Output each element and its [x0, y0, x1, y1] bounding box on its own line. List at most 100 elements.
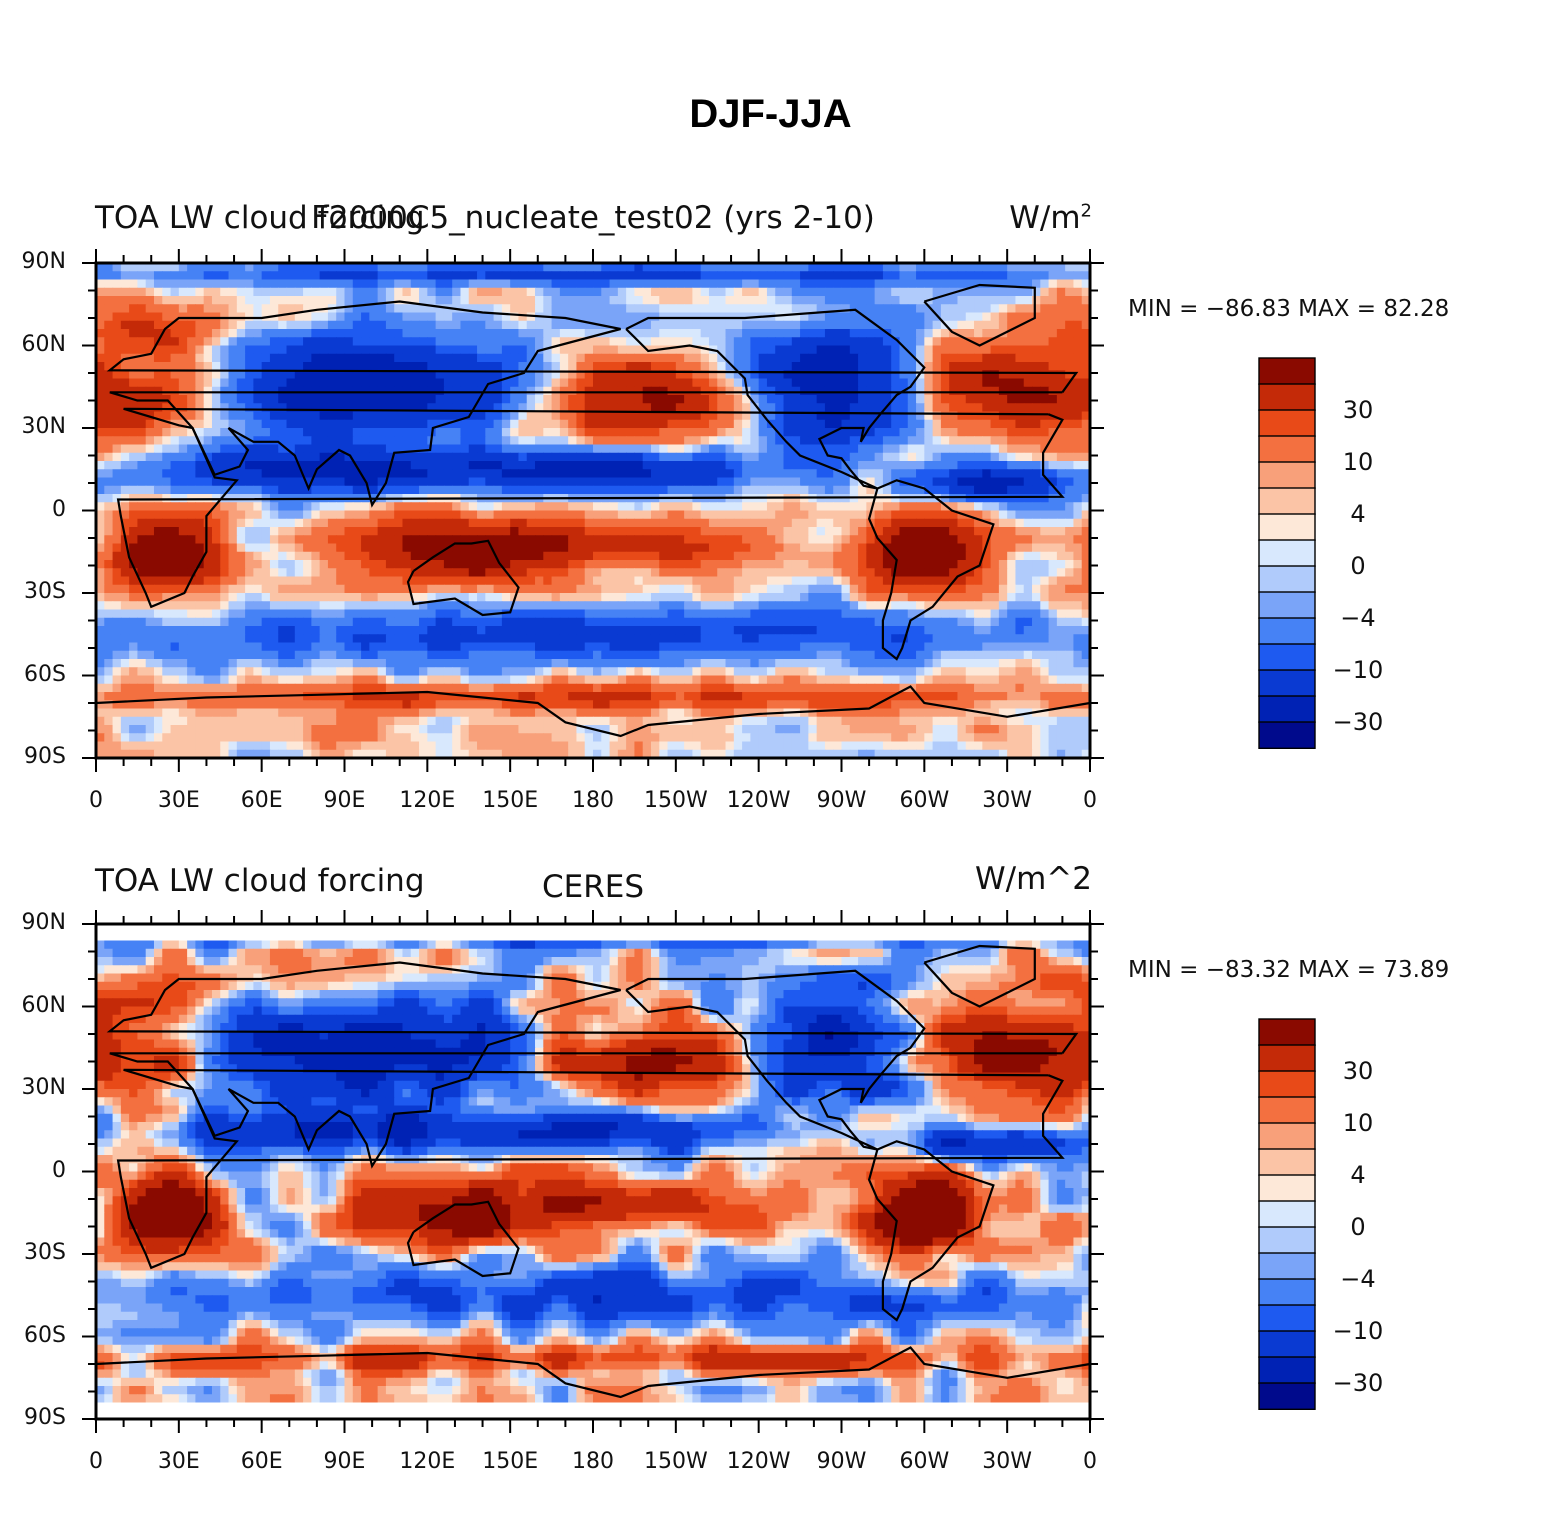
colorbar [1258, 357, 1316, 749]
x-tick-label: 30E [157, 788, 200, 813]
y-tick-label: 30N [21, 414, 66, 439]
min-max-stats: MIN = −83.32 MAX = 73.89 [1128, 957, 1450, 983]
coastline [625, 969, 926, 1151]
x-tick-label: 0 [89, 788, 103, 813]
map-field [96, 924, 1091, 1420]
y-tick-label: 60S [24, 1322, 66, 1348]
colorbar-label: 0 [1350, 552, 1366, 580]
map-field [96, 263, 1091, 759]
y-tick-label: 60N [21, 992, 66, 1018]
x-tick-label: 150E [482, 1449, 539, 1474]
x-tick-label: 90W [816, 788, 867, 813]
x-tick-label: 150W [643, 1449, 708, 1474]
colorbar-swatch [1258, 409, 1316, 437]
colorbar-swatch [1258, 1304, 1316, 1332]
panel-units: W/m2 [1009, 200, 1092, 236]
colorbar-label: −4 [1340, 604, 1376, 632]
colorbar-label: −10 [1332, 1317, 1384, 1345]
colorbar-swatch [1258, 539, 1316, 567]
coastline [625, 308, 926, 490]
x-tick-label: 30W [982, 1449, 1033, 1474]
colorbar-label: 0 [1350, 1213, 1366, 1241]
colorbar-swatch [1258, 1382, 1316, 1410]
colorbar-label: 4 [1350, 500, 1366, 528]
y-tick-label: 90N [21, 249, 66, 274]
x-tick-label: 120W [726, 788, 791, 813]
x-tick-label: 150E [482, 788, 539, 813]
y-tick-label: 60S [24, 661, 66, 687]
map-plot [82, 249, 1316, 772]
coastline [867, 479, 995, 661]
y-tick-label: 0 [52, 1157, 66, 1183]
colorbar-swatch [1258, 487, 1316, 515]
panel-center-title: CERES [541, 869, 645, 905]
x-tick-label: 60W [899, 788, 950, 813]
x-tick-label: 0 [89, 1449, 103, 1474]
colorbar-swatch [1258, 695, 1316, 723]
colorbar-swatch [1258, 669, 1316, 697]
coastline [95, 1346, 1091, 1399]
x-tick-label: 0 [1083, 1449, 1097, 1474]
coastline [923, 283, 1036, 347]
y-tick-label: 90S [24, 744, 66, 769]
colorbar-label: −30 [1332, 1369, 1384, 1397]
min-max-stats: MIN = −86.83 MAX = 82.28 [1128, 296, 1450, 322]
axis-ticks [82, 910, 1104, 1433]
colorbar-swatch [1258, 1148, 1316, 1176]
axis-ticks [82, 249, 1104, 772]
x-tick-label: 60E [240, 788, 283, 813]
panel-units: W/m^2 [975, 861, 1092, 897]
coastline [867, 1140, 995, 1322]
x-tick-label: 120W [726, 1449, 791, 1474]
colorbar-swatch [1258, 1122, 1316, 1150]
colorbar-label: 4 [1350, 1161, 1366, 1189]
colorbar-label: −4 [1340, 1265, 1376, 1293]
colorbar [1258, 1018, 1316, 1410]
y-tick-label: 60N [21, 331, 66, 357]
colorbar-swatch [1258, 1018, 1316, 1046]
colorbar-swatch [1258, 357, 1316, 385]
panel-center-title: F2000C5_nucleate_test02 (yrs 2-10) [311, 200, 875, 236]
coastline [923, 944, 1036, 1008]
colorbar-label: 10 [1342, 1109, 1374, 1137]
panel-left-title: TOA LW cloud forcing [95, 200, 425, 236]
colorbar-swatch [1258, 721, 1316, 749]
colorbar-swatch [1258, 435, 1316, 463]
coastline [406, 1200, 520, 1278]
coastlines [95, 283, 1091, 738]
y-tick-label: 90S [24, 1405, 66, 1430]
colorbar-swatch [1258, 1200, 1316, 1228]
colorbar-swatch [1258, 1356, 1316, 1384]
colorbar-swatch [1258, 1252, 1316, 1280]
x-tick-label: 150W [643, 788, 708, 813]
coastline [95, 685, 1091, 738]
colorbar-swatch [1258, 1070, 1316, 1098]
x-tick-label: 30E [157, 1449, 200, 1474]
x-tick-label: 120E [399, 1449, 456, 1474]
coastlines [95, 944, 1091, 1399]
colorbar-label: 30 [1342, 1057, 1374, 1085]
y-tick-label: 30N [21, 1075, 66, 1100]
x-tick-label: 120E [399, 788, 456, 813]
model-panel: TOA LW cloud forcing F2000C5_nucleate_te… [0, 190, 1541, 820]
colorbar-label: 30 [1342, 396, 1374, 424]
colorbar-label: −10 [1332, 656, 1384, 684]
colorbar-swatch [1258, 1226, 1316, 1254]
colorbar-swatch [1258, 565, 1316, 593]
colorbar-swatch [1258, 643, 1316, 671]
panel-left-title: TOA LW cloud forcing [95, 863, 425, 899]
y-tick-label: 0 [52, 496, 66, 522]
colorbar-swatch [1258, 591, 1316, 619]
colorbar-label: −30 [1332, 708, 1384, 736]
x-tick-label: 180 [572, 788, 614, 813]
colorbar-swatch [1258, 1330, 1316, 1358]
y-tick-label: 30S [24, 579, 66, 604]
x-tick-label: 0 [1083, 788, 1097, 813]
coastline [406, 539, 520, 617]
coastline [106, 961, 1079, 1169]
x-tick-label: 60E [240, 1449, 283, 1474]
x-tick-label: 90E [323, 788, 366, 813]
colorbar-swatch [1258, 461, 1316, 489]
observation-panel: TOA LW cloud forcing CERES W/m^2 MIN = −… [0, 851, 1541, 1481]
colorbar-swatch [1258, 1174, 1316, 1202]
